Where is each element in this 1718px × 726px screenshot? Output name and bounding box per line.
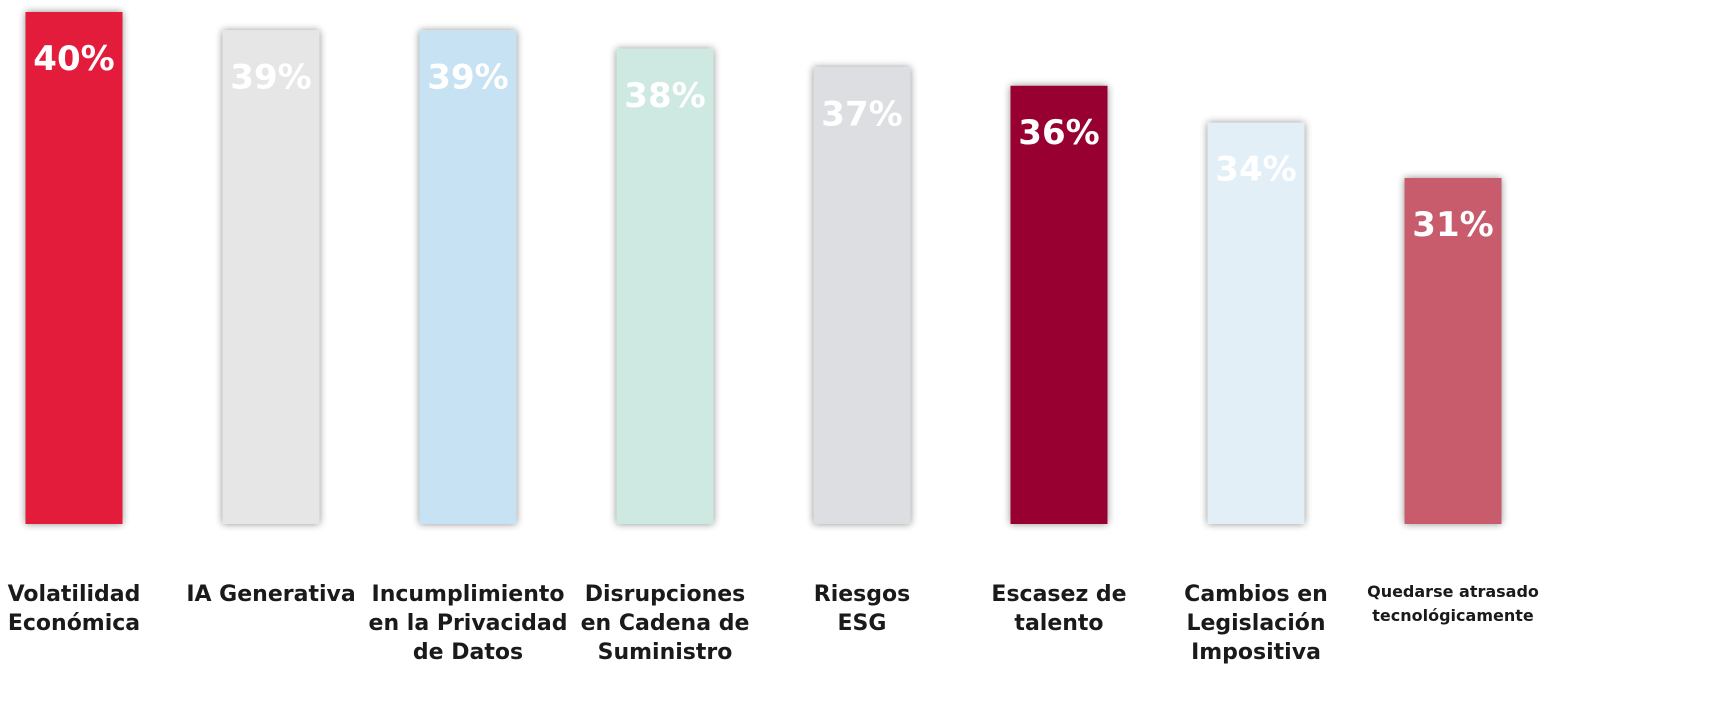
category-label-8: Quedarse atrasado tecnológicamente <box>1367 582 1539 625</box>
category-label-2: IA Generativa <box>186 582 356 607</box>
bar-4 <box>616 48 714 525</box>
bar-value-label-3: 39% <box>427 57 508 97</box>
bar-2 <box>222 30 320 524</box>
bar-value-label-2: 39% <box>230 57 311 97</box>
bar-value-label-6: 36% <box>1018 113 1099 153</box>
category-label-3: Incumplimiento en la Privacidad de Datos <box>368 582 568 665</box>
bar-value-label-7: 34% <box>1215 150 1296 190</box>
category-label-6: Escasez de talento <box>991 582 1127 636</box>
bar-7 <box>1207 122 1305 525</box>
category-label-7: Cambios en Legislación Impositiva <box>1184 582 1328 665</box>
bar-value-label-5: 37% <box>821 94 902 134</box>
bar-value-label-8: 31% <box>1412 205 1493 245</box>
bar-5 <box>813 67 911 524</box>
category-label-1: Volatilidad Económica <box>7 582 141 636</box>
category-label-5: Riesgos ESG <box>813 582 911 636</box>
bars-group: 40% 39% 39% 38% 37% 36% 34% 31% <box>25 12 1502 525</box>
bar-value-label-4: 38% <box>624 76 705 116</box>
bar-1 <box>25 12 123 524</box>
bar-3 <box>419 30 517 524</box>
category-label-4: Disrupciones en Cadena de Suministro <box>580 582 750 665</box>
bar-value-label-1: 40% <box>33 39 114 79</box>
bar-8 <box>1404 178 1502 524</box>
bar-6 <box>1010 85 1108 525</box>
